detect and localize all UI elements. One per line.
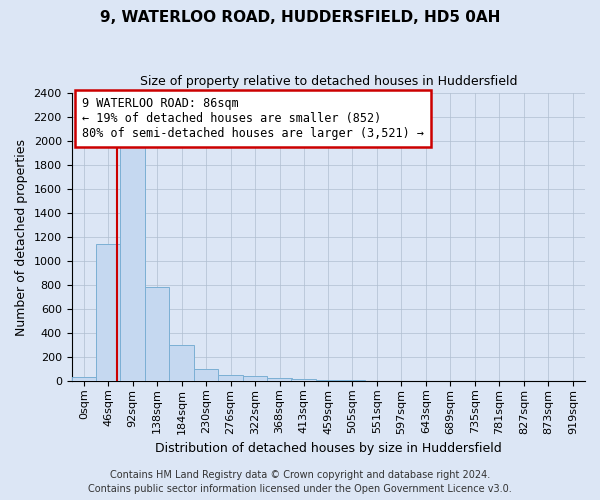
Bar [218, 375, 243, 381]
Text: 9 WATERLOO ROAD: 86sqm
← 19% of detached houses are smaller (852)
80% of semi-de: 9 WATERLOO ROAD: 86sqm ← 19% of detached… [82, 97, 424, 140]
Text: 9, WATERLOO ROAD, HUDDERSFIELD, HD5 0AH: 9, WATERLOO ROAD, HUDDERSFIELD, HD5 0AH [100, 10, 500, 25]
Bar [316, 380, 340, 381]
Bar [268, 378, 292, 381]
Y-axis label: Number of detached properties: Number of detached properties [15, 138, 28, 336]
Bar [169, 345, 194, 381]
Bar [145, 288, 169, 381]
Bar [243, 376, 268, 381]
Text: Contains HM Land Registry data © Crown copyright and database right 2024.
Contai: Contains HM Land Registry data © Crown c… [88, 470, 512, 494]
Bar [340, 380, 365, 381]
Bar [96, 244, 121, 381]
Bar [71, 376, 96, 381]
Title: Size of property relative to detached houses in Huddersfield: Size of property relative to detached ho… [140, 75, 517, 88]
Bar [121, 146, 145, 381]
Bar [291, 378, 316, 381]
Bar [194, 369, 218, 381]
X-axis label: Distribution of detached houses by size in Huddersfield: Distribution of detached houses by size … [155, 442, 502, 455]
